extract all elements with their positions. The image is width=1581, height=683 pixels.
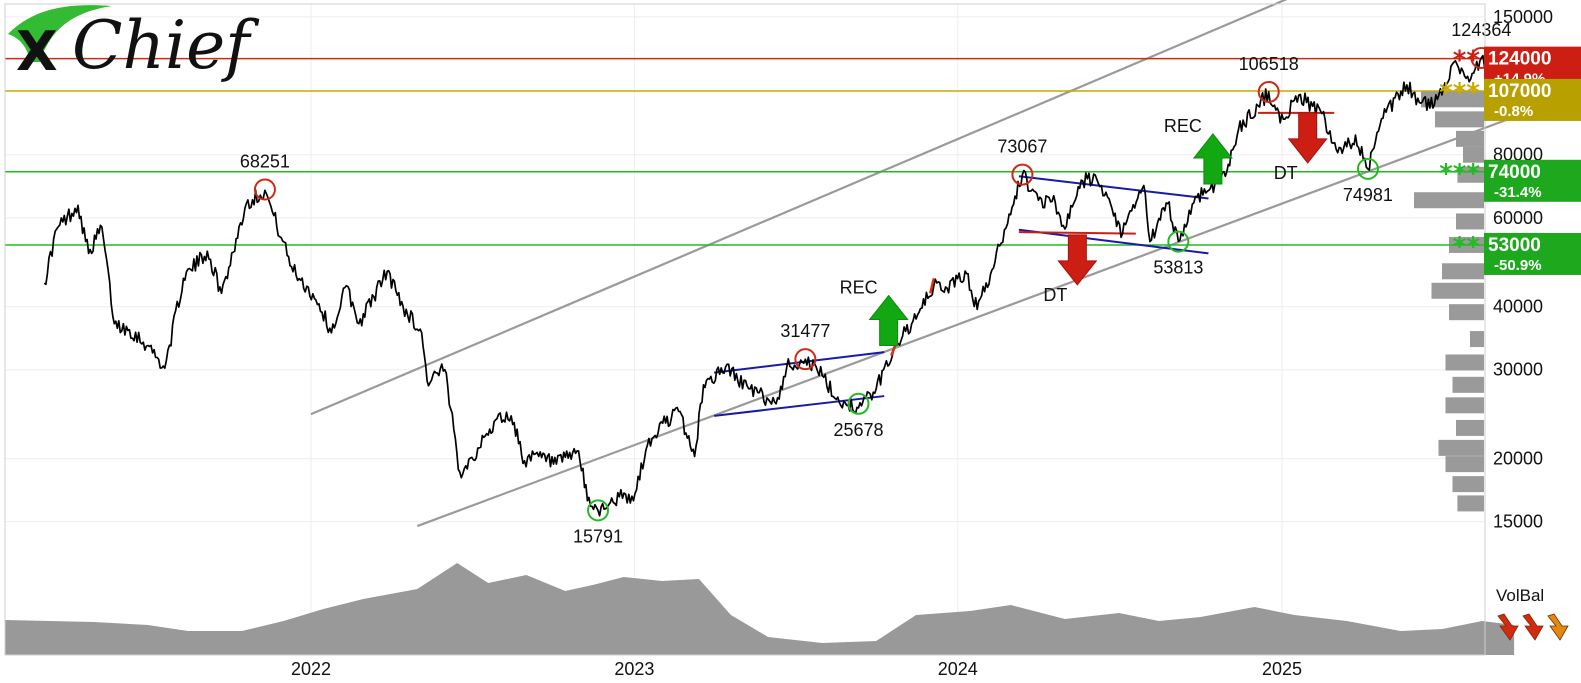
level-badge	[1484, 78, 1581, 121]
volume-profile-bar	[1445, 456, 1484, 473]
x-tick-label: 2024	[938, 659, 978, 679]
y-tick-label: 20000	[1493, 449, 1543, 469]
logo-mark: X	[16, 20, 58, 83]
volume-profile-bar	[1457, 166, 1484, 183]
trough-marker-circle	[1167, 230, 1190, 253]
logo-swoosh-icon	[8, 5, 112, 62]
breakdown-line	[1018, 231, 1136, 235]
y-tick-label: 15000	[1493, 512, 1543, 532]
trough-marker-circle	[587, 499, 610, 522]
trough-value-label: 53813	[1153, 258, 1203, 278]
peak-value-label: 124364	[1451, 20, 1511, 40]
peak-value-label: 31477	[780, 321, 830, 341]
plot-frame	[4, 3, 1486, 656]
pattern-upper-line	[1018, 175, 1209, 200]
y-tick-label: 150000	[1493, 7, 1553, 27]
volume-profile-bar	[1431, 282, 1484, 299]
peak-value-label: 68251	[240, 152, 290, 172]
y-tick-label: 80000	[1493, 145, 1543, 165]
level-stars: **	[1453, 232, 1481, 262]
level-badge-change: -0.8%	[1494, 103, 1533, 120]
y-tick-label: 40000	[1493, 297, 1543, 317]
x-tick-label: 2025	[1262, 659, 1302, 679]
volume-profile-bar	[1456, 213, 1484, 230]
pattern-lower-line	[713, 395, 885, 417]
volume-profile-bar	[1457, 495, 1484, 512]
dt-arrow-down-icon	[1287, 112, 1328, 164]
volume-area	[5, 563, 1515, 655]
trough-value-label: 74981	[1343, 185, 1393, 205]
volbal-label: VolBal	[1496, 586, 1544, 605]
channel-lower-line	[416, 115, 1515, 528]
volume-profile-bar	[1463, 146, 1484, 163]
volume-profile-bar	[1442, 263, 1484, 280]
volume-profile-bar	[1452, 376, 1484, 393]
volume-profile-bar	[1435, 111, 1484, 128]
y-tick-label: 60000	[1493, 208, 1543, 228]
volume-profile-bar	[1438, 439, 1484, 456]
logo-text: Chief	[72, 7, 260, 84]
level-badge-value: 53000	[1488, 235, 1541, 256]
volume-profile-bar	[1470, 331, 1484, 348]
dt-signal-label: DT	[1043, 285, 1067, 305]
dt-signal-label: DT	[1274, 163, 1298, 183]
peak-value-label: 73067	[997, 137, 1047, 157]
volume-profile-bar	[1452, 476, 1484, 493]
volume-profile-bar	[1449, 304, 1484, 321]
pattern-lower-line	[1018, 228, 1209, 255]
volbal-arrow-icon	[1497, 613, 1519, 641]
trough-marker-circle	[1356, 157, 1379, 180]
level-badge	[1484, 159, 1581, 202]
peak-marker-circle	[794, 348, 817, 371]
peak-marker-circle	[253, 178, 276, 201]
volbal-arrow-icon	[1522, 613, 1544, 641]
level-badge-change: -31.4%	[1494, 184, 1542, 201]
channel-upper-line	[310, 0, 1288, 416]
level-badge-value: 107000	[1488, 81, 1551, 102]
volume-profile-bar	[1414, 192, 1484, 209]
volbal-arrow-icon	[1547, 613, 1569, 641]
level-stars: ***	[1439, 78, 1480, 108]
level-badge-value: 74000	[1488, 162, 1541, 183]
dt-arrow-down-icon	[1057, 234, 1098, 286]
logo: X Chief	[8, 5, 260, 84]
level-stars: ***	[1439, 159, 1480, 189]
x-tick-label: 2023	[614, 659, 654, 679]
level-badge-value: 124000	[1488, 49, 1551, 70]
level-badge-change: -50.9%	[1494, 257, 1542, 274]
rec-signal-label: REC	[1164, 116, 1202, 136]
price-break-segment	[929, 278, 936, 294]
volume-profile-bar	[1445, 397, 1484, 414]
trough-value-label: 25678	[833, 420, 883, 440]
volume-profile-bar	[1456, 130, 1484, 147]
volume-profile-bar	[1456, 419, 1484, 436]
rec-arrow-up-icon	[1192, 133, 1233, 185]
rec-signal-label: REC	[840, 278, 878, 298]
x-tick-label: 2022	[291, 659, 331, 679]
price-line	[43, 54, 1515, 517]
rec-arrow-up-icon	[868, 294, 909, 347]
trough-value-label: 15791	[573, 526, 623, 546]
trough-marker-circle	[847, 392, 870, 415]
peak-marker-circle	[1257, 80, 1280, 103]
pattern-upper-line	[713, 351, 885, 374]
level-stars: **	[1453, 46, 1481, 76]
level-badge	[1484, 232, 1581, 275]
peak-value-label: 106518	[1239, 54, 1299, 74]
y-tick-label: 30000	[1493, 360, 1543, 380]
volume-profile-bar	[1445, 354, 1484, 371]
peak-marker-circle	[1011, 163, 1034, 186]
